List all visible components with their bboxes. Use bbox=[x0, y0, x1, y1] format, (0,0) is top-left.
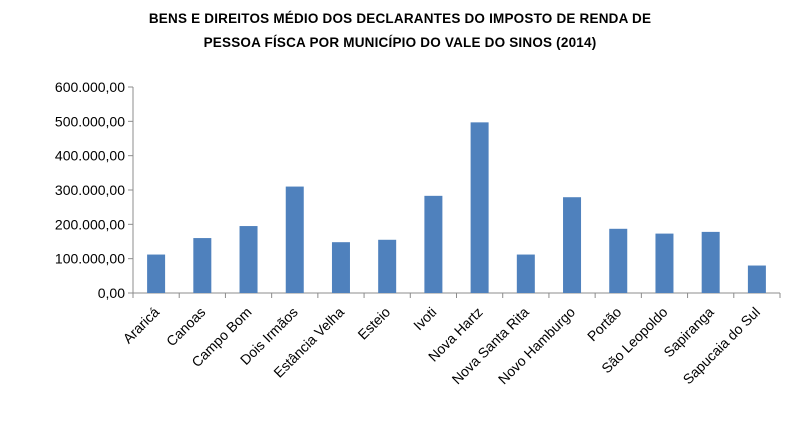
y-tick-label: 400.000,00 bbox=[55, 148, 125, 164]
bar bbox=[747, 265, 766, 293]
y-tick-label: 200.000,00 bbox=[55, 216, 125, 232]
x-category-label: Ivoti bbox=[410, 304, 439, 333]
bar bbox=[516, 254, 535, 293]
x-category-label: Portão bbox=[584, 304, 625, 345]
bar bbox=[239, 226, 258, 293]
bar bbox=[563, 197, 582, 293]
y-tick-label: 600.000,00 bbox=[55, 79, 125, 95]
y-tick-label: 500.000,00 bbox=[55, 113, 125, 129]
bars bbox=[147, 122, 766, 293]
y-tick-label: 100.000,00 bbox=[55, 251, 125, 267]
bar bbox=[193, 238, 212, 293]
y-tick-label: 300.000,00 bbox=[55, 182, 125, 198]
y-tick-label: 0,00 bbox=[98, 285, 125, 301]
chart-title-line-1: BENS E DIREITOS MÉDIO DOS DECLARANTES DO… bbox=[148, 11, 652, 26]
bar bbox=[285, 186, 304, 293]
bar bbox=[609, 228, 628, 293]
bar bbox=[655, 233, 674, 293]
x-category-label: Esteio bbox=[354, 304, 393, 343]
bar bbox=[470, 122, 489, 293]
chart-title-line-2: PESSOA FÍSCA POR MUNICÍPIO DO VALE DO SI… bbox=[203, 35, 597, 50]
bar bbox=[378, 239, 397, 293]
x-category-label: Araricá bbox=[120, 304, 163, 347]
x-category-label: Canoas bbox=[163, 304, 208, 349]
y-axis: 0,00 100.000,00 200.000,00 300.000,00 400.00… bbox=[55, 79, 134, 301]
bar bbox=[424, 195, 443, 293]
bar bbox=[331, 242, 350, 293]
bar bbox=[147, 254, 166, 293]
bar bbox=[701, 231, 720, 293]
